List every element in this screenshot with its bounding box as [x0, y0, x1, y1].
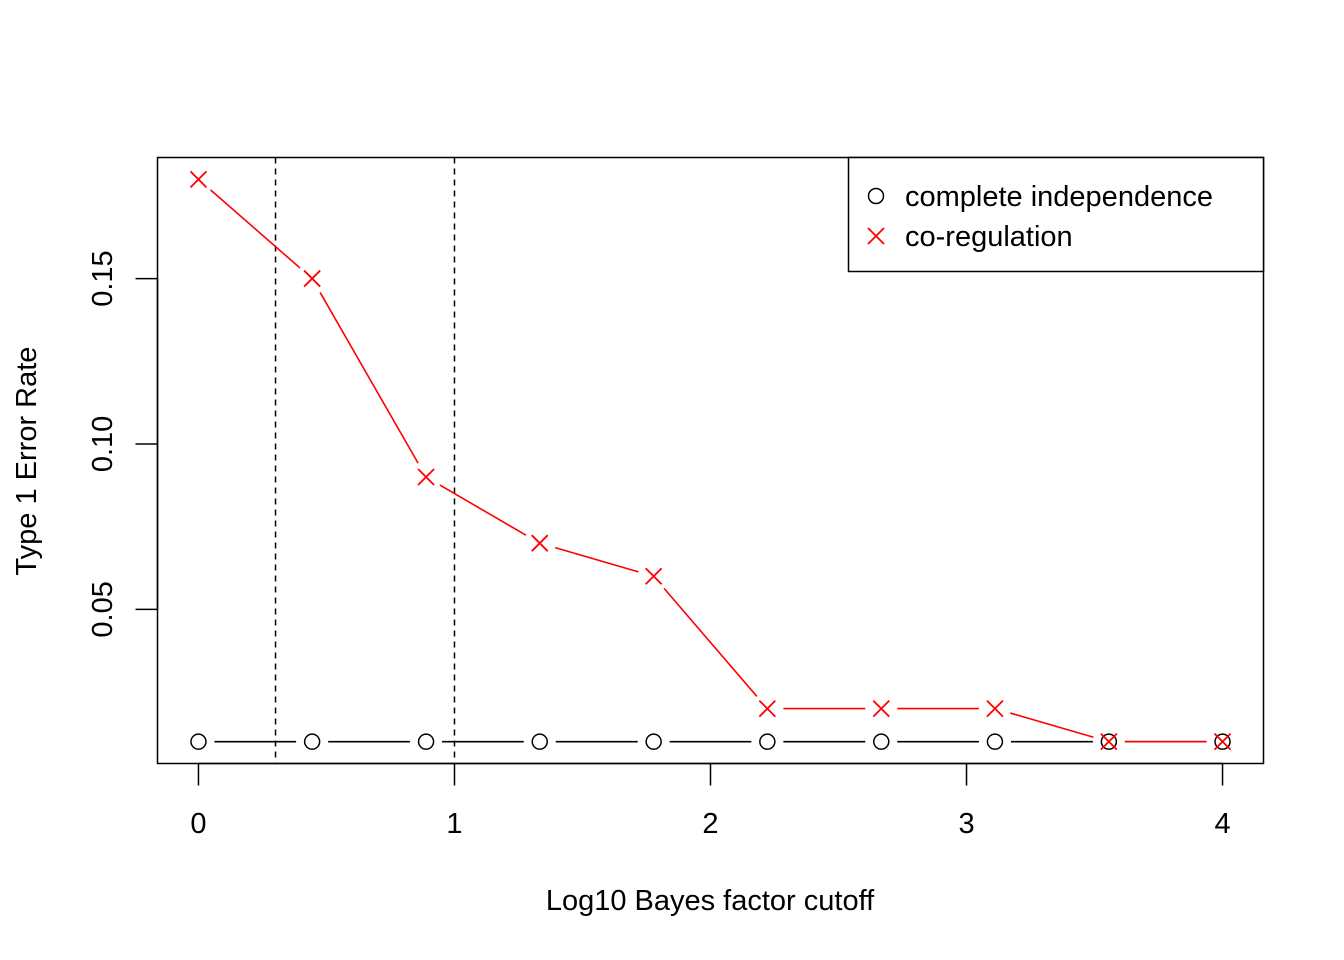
- series-1-point-9: [1213, 733, 1232, 751]
- series-0-point-8: [1100, 733, 1118, 750]
- series-1-point-0: [189, 170, 208, 188]
- series-1-segment-3: [554, 546, 639, 573]
- series-1-point-8: [1100, 733, 1118, 751]
- x-tick-label-4: 4: [1214, 808, 1230, 840]
- x-axis: 0 1 2 3 4: [190, 762, 1231, 840]
- x-axis-label: Log10 Bayes factor cutoff: [546, 885, 875, 917]
- legend-cross-marker: [867, 227, 885, 245]
- series-0-point-7: [986, 733, 1004, 750]
- series-0-point-1: [303, 733, 321, 750]
- x-tick-label-1: 1: [446, 808, 462, 840]
- y-tick-label-0: 0.05: [87, 581, 119, 637]
- series-0-point-3: [531, 733, 548, 750]
- series-1-segment-0: [209, 189, 301, 269]
- reference-lines: [274, 157, 456, 764]
- series-1-point-7: [986, 699, 1004, 718]
- x-tick-label-0: 0: [190, 808, 206, 840]
- y-axis: 0.05 0.10 0.15: [87, 250, 159, 638]
- legend-label-co-regulation: co-regulation: [905, 221, 1073, 253]
- series-1-point-5: [758, 699, 776, 718]
- series-0-point-2: [417, 733, 435, 750]
- y-axis-label: Type 1 Error Rate: [11, 347, 43, 576]
- x-tick-label-2: 2: [702, 808, 718, 840]
- series-1-point-4: [645, 567, 663, 585]
- x-tick-label-3: 3: [958, 808, 974, 840]
- series-layer: [189, 170, 1232, 751]
- legend-box: [847, 156, 1265, 273]
- series-1-point-6: [872, 699, 890, 718]
- series-1-point-2: [417, 468, 435, 486]
- legend-circle-marker: [867, 187, 885, 205]
- series-1: [189, 170, 1232, 751]
- series-0-point-5: [759, 733, 776, 750]
- y-tick-label-1: 0.10: [87, 416, 119, 472]
- series-1-segment-1: [319, 292, 419, 464]
- series-0-point-9: [1214, 733, 1231, 750]
- legend-label-complete-independence: complete independence: [905, 181, 1213, 213]
- series-1-point-1: [303, 269, 321, 288]
- series-1-segment-4: [663, 587, 758, 697]
- y-tick-label-2: 0.15: [87, 250, 119, 306]
- series-1-point-3: [531, 534, 549, 552]
- series-0-point-0: [190, 733, 207, 750]
- series-0-point-4: [645, 733, 662, 750]
- legend: complete independence co-regulation: [847, 156, 1265, 273]
- series-1-segment-2: [439, 484, 527, 536]
- series-0-point-6: [873, 733, 890, 750]
- series-1-segment-7: [1010, 712, 1094, 738]
